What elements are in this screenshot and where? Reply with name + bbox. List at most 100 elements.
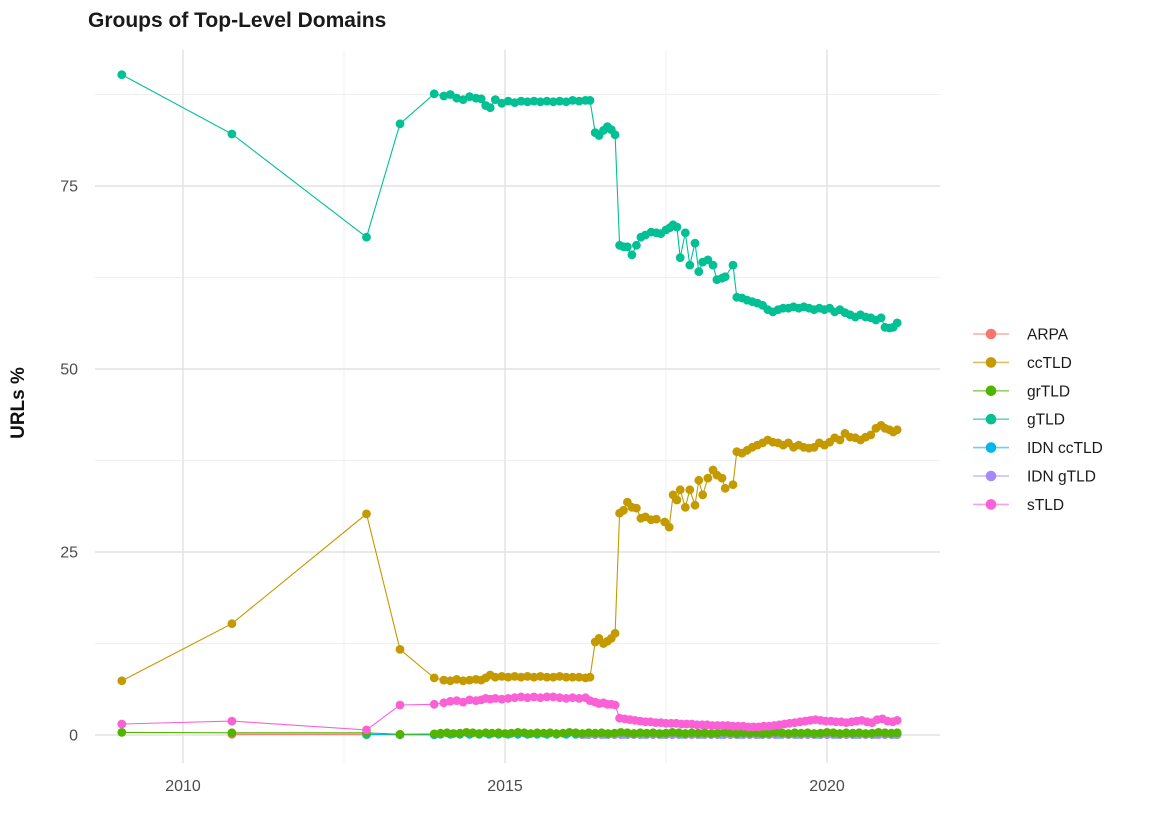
data-point-cctld <box>728 480 738 490</box>
data-point-grtld <box>629 729 639 738</box>
data-point-stld <box>490 694 500 703</box>
data-point-grtld <box>732 729 742 738</box>
data-point-gtld <box>476 94 486 104</box>
y-axis-tick-label: 25 <box>60 545 78 562</box>
data-point-grtld <box>680 729 690 738</box>
data-point-stld <box>555 693 565 703</box>
legend-key-dot-gtld <box>985 413 997 425</box>
legend-key-dot-idn-cctld <box>985 442 997 453</box>
data-point-grtld <box>395 729 405 739</box>
data-point-grtld <box>777 728 787 738</box>
legend-key-dot-idn-gtld <box>985 470 997 482</box>
data-point-grtld <box>442 728 452 738</box>
data-point-gtld <box>892 318 902 328</box>
data-point-gtld <box>536 97 545 107</box>
data-point-cctld <box>561 672 571 682</box>
data-point-grtld <box>674 728 684 738</box>
data-point-grtld <box>532 728 542 738</box>
data-point-cctld <box>651 514 661 524</box>
legend-label-arpa: ARPA <box>1027 327 1069 344</box>
data-point-cctld <box>720 483 730 493</box>
data-point-cctld <box>227 619 237 629</box>
data-point-cctld <box>690 500 700 510</box>
data-point-cctld <box>685 485 695 495</box>
data-point-gtld <box>523 97 532 107</box>
data-point-gtld <box>632 240 641 250</box>
data-point-grtld <box>771 728 780 737</box>
data-point-grtld <box>693 728 703 738</box>
data-point-grtld <box>829 728 838 738</box>
data-point-grtld <box>784 729 793 738</box>
data-point-cctld <box>574 672 584 682</box>
data-point-stld <box>465 695 474 705</box>
data-point-cctld <box>555 672 565 681</box>
data-point-cctld <box>632 503 641 513</box>
data-point-gtld <box>117 70 127 80</box>
data-point-stld <box>892 716 902 725</box>
data-point-cctld <box>610 628 620 638</box>
legend-label-grtld: grTLD <box>1027 383 1070 400</box>
data-point-stld <box>529 692 539 702</box>
x-axis-tick-label: 2010 <box>165 778 201 795</box>
data-point-grtld <box>764 728 774 738</box>
data-point-grtld <box>558 728 568 738</box>
data-point-grtld <box>841 728 851 738</box>
data-point-cctld <box>892 425 902 435</box>
legend-label-stld: sTLD <box>1027 497 1064 514</box>
data-point-grtld <box>816 728 825 738</box>
data-point-stld <box>542 692 552 702</box>
legend-item-arpa: ARPA <box>973 327 1069 344</box>
legend-key-dot-stld <box>985 499 997 510</box>
data-point-grtld <box>880 728 890 738</box>
data-point-gtld <box>694 267 704 276</box>
data-point-stld <box>548 692 558 702</box>
data-series-gtld <box>117 70 902 333</box>
data-point-gtld <box>516 96 526 106</box>
y-axis-tick-label: 75 <box>60 179 78 196</box>
data-point-grtld <box>758 729 767 738</box>
data-point-stld <box>117 719 127 729</box>
legend-label-cctld: ccTLD <box>1027 355 1072 372</box>
data-point-grtld <box>494 728 503 738</box>
data-point-grtld <box>648 728 658 738</box>
data-point-gtld <box>490 95 500 104</box>
data-point-cctld <box>619 505 628 515</box>
data-point-grtld <box>449 729 458 738</box>
data-series-layer <box>117 70 902 740</box>
data-point-cctld <box>568 672 577 682</box>
data-series-stld <box>117 692 902 735</box>
data-point-grtld <box>455 728 465 738</box>
data-point-gtld <box>574 96 584 106</box>
data-point-grtld <box>597 728 606 738</box>
data-point-gtld <box>680 228 690 238</box>
data-point-grtld <box>500 729 510 738</box>
data-point-grtld <box>565 728 574 737</box>
data-point-grtld <box>835 729 845 738</box>
data-point-grtld <box>481 728 491 738</box>
legend-item-gtld: gTLD <box>973 412 1065 429</box>
data-point-cctld <box>542 672 552 682</box>
data-point-grtld <box>796 728 806 738</box>
chart-title: Groups of Top-Level Domains <box>88 9 386 32</box>
data-point-gtld <box>690 238 700 248</box>
data-point-gtld <box>610 130 620 140</box>
data-point-gtld <box>876 313 886 323</box>
data-point-gtld <box>542 96 552 106</box>
data-point-grtld <box>790 728 800 738</box>
axis-tick-labels: 0 25 50 75 2010 2015 2020 <box>60 179 845 796</box>
data-point-cctld <box>835 435 845 445</box>
data-point-gtld <box>568 96 577 105</box>
legend-key-dot-cctld <box>985 357 997 368</box>
data-point-grtld <box>713 728 722 738</box>
legend-key-dot-arpa <box>985 328 997 340</box>
data-point-cctld <box>548 672 558 682</box>
data-point-cctld <box>703 473 713 483</box>
data-point-gtld <box>227 129 237 139</box>
data-point-grtld <box>726 728 735 738</box>
data-point-gtld <box>675 253 685 263</box>
data-point-cctld <box>465 675 474 685</box>
data-point-cctld <box>490 672 500 682</box>
data-point-gtld <box>623 242 632 252</box>
data-point-grtld <box>874 728 883 737</box>
